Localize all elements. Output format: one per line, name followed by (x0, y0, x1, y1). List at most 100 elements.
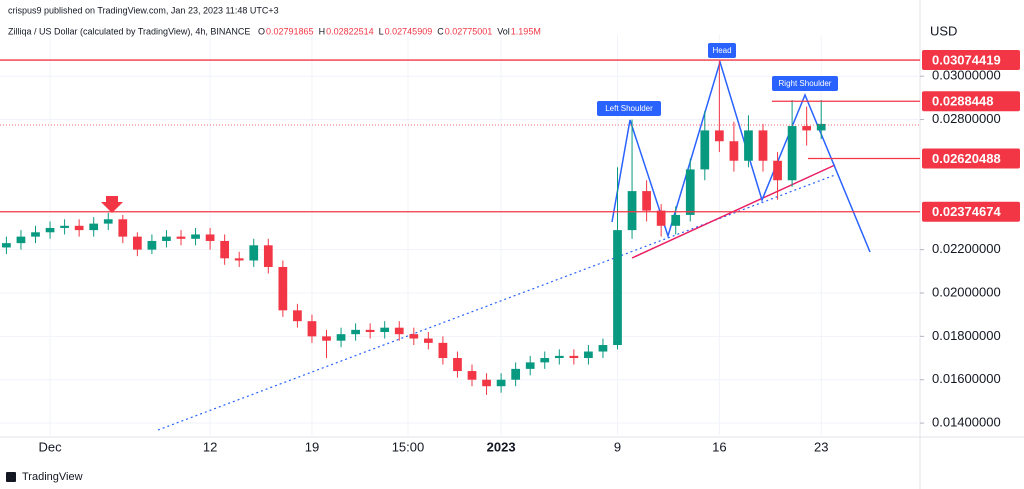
y-tick-label: 0.03000000 (932, 68, 1001, 83)
y-tick-label: 0.02200000 (932, 241, 1001, 256)
candle-body (409, 334, 419, 339)
candle-body (132, 236, 142, 250)
candle-body (773, 160, 782, 181)
symbol: Zilliqa / US Dollar (calculated by Tradi… (8, 26, 250, 36)
candle-body (380, 327, 390, 333)
ohlc-value: 1.195M (511, 26, 541, 36)
annotation-box (772, 76, 838, 91)
level-box (922, 148, 1020, 169)
candle-body (191, 234, 200, 239)
candle-body (584, 351, 593, 359)
candle-body (496, 379, 506, 387)
candle-body (307, 321, 317, 337)
ohlc-legend: O 0.02791865 H 0.02822514 L 0.02745909 C 0.0277… (258, 26, 541, 36)
x-tick-label: 19 (305, 439, 319, 454)
candle-body (598, 345, 608, 352)
arrow (101, 196, 123, 213)
candle-body (103, 219, 113, 224)
candle-body (118, 219, 128, 237)
candle-body (31, 232, 40, 237)
candle-body (322, 336, 331, 341)
trend-line (157, 174, 836, 431)
candle-body (16, 236, 26, 244)
candle-body (89, 223, 99, 231)
candle-body (453, 358, 462, 372)
candle-body (569, 355, 579, 359)
candle-body (162, 236, 171, 241)
level-box (922, 201, 1020, 222)
candle-body (540, 358, 550, 363)
annotation: Left Shoulder (605, 104, 653, 113)
candle-body (744, 130, 753, 161)
candle-body (438, 342, 448, 359)
annotation-box (597, 101, 661, 116)
candle-body (642, 191, 651, 211)
ohlc-value: 0.02745909 (385, 26, 433, 36)
candle-body (205, 234, 215, 241)
candle-body (656, 210, 666, 226)
candle-body (220, 240, 230, 259)
brand-logo (6, 472, 16, 482)
candle-body (249, 245, 259, 261)
candle-body (60, 225, 69, 228)
brand: TradingView (22, 471, 83, 483)
candle-body (176, 236, 186, 239)
candle-body (700, 130, 710, 170)
currency: USD (930, 23, 957, 38)
candle-body (45, 227, 55, 233)
drawings: Left Shoulder Head Right Shoulder (101, 43, 871, 431)
y-tick-label: 0.02000000 (932, 284, 1001, 299)
x-tick-label: 2023 (487, 439, 516, 454)
y-tick-label: 0.01600000 (932, 371, 1001, 386)
candle-body (336, 334, 346, 341)
candle-body (278, 266, 288, 311)
candle-body (554, 355, 564, 359)
candle-body (482, 379, 491, 387)
level-label: 0.0288448 (932, 94, 993, 109)
candle-body (423, 338, 433, 343)
x-tick-label: 16 (712, 439, 726, 454)
y-tick-label: 0.01800000 (932, 328, 1001, 343)
level-label: 0.02620488 (932, 151, 1001, 166)
candle-body (758, 130, 768, 161)
level-box (922, 91, 1020, 112)
ohlc-value: 0.02775001 (445, 26, 493, 36)
ohlc-label: C (437, 26, 444, 36)
logo (6, 472, 16, 482)
candle-body (74, 225, 84, 231)
candle-body (685, 169, 695, 215)
level-label: 0.02374674 (932, 204, 1001, 219)
candle-body (816, 123, 826, 131)
x-tick-label: 9 (614, 439, 621, 454)
annotation-box (708, 43, 736, 58)
candle-body (714, 130, 724, 142)
x-tick-label: Dec (38, 439, 62, 454)
x-tick-label: 23 (814, 439, 828, 454)
candle-body (511, 368, 521, 380)
candle-body (613, 230, 622, 346)
candle-body (293, 310, 302, 322)
ohlc-label: H (319, 26, 326, 36)
candle-body (234, 258, 244, 261)
candle-body (525, 362, 535, 369)
publisher: crispus9 published on TradingView.com, J… (8, 5, 279, 15)
pattern-line (611, 59, 871, 253)
candle-body (147, 240, 157, 250)
candle-body (729, 141, 739, 161)
ohlc-label: Vol (497, 26, 510, 36)
candle-body (2, 243, 11, 248)
candle-body (351, 329, 360, 335)
ohlc-label: L (379, 26, 384, 36)
ohlc-value: 0.02791865 (266, 26, 314, 36)
y-tick-label: 0.02800000 (932, 111, 1001, 126)
candle-body (802, 126, 812, 131)
ohlc-label: O (258, 26, 265, 36)
candle-body (671, 214, 681, 226)
candle-body (365, 329, 375, 333)
candle-body (467, 371, 477, 380)
y-tick-label: 0.01400000 (932, 415, 1001, 430)
level-box (922, 50, 1020, 71)
candle-body (627, 191, 637, 231)
